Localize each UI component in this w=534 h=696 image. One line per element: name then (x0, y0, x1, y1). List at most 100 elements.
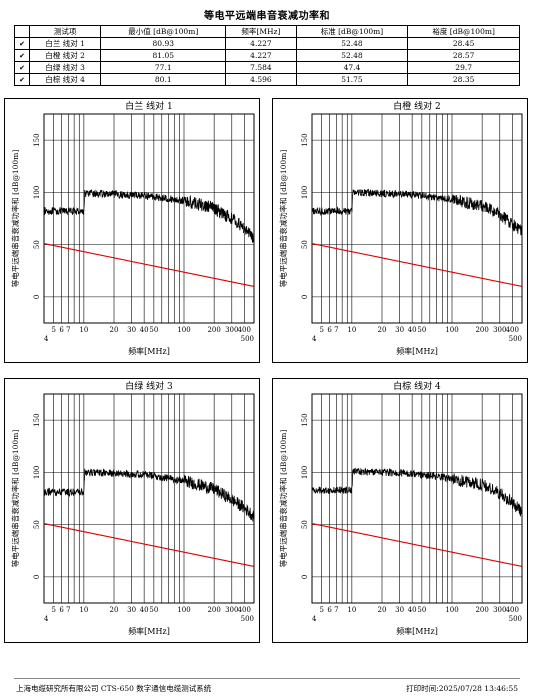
x-tick-label: 40 (140, 606, 149, 614)
pair-name: 白橙 线对 2 (28, 49, 102, 62)
pass-check-icon: ✔ (14, 61, 30, 74)
x-tick-label: 100 (445, 326, 458, 334)
min-value: 80.1 (100, 73, 227, 86)
x-tick-label: 500 (241, 335, 254, 343)
x-tick-label: 500 (241, 615, 254, 623)
x-tick-label: 6 (59, 326, 64, 334)
y-axis-label: 等电平远端串音衰减功率和 [dB@100m] (278, 150, 288, 288)
x-tick-label: 100 (177, 606, 190, 614)
y-tick-label: 100 (33, 466, 41, 479)
freq-value: 4.227 (225, 49, 297, 62)
x-tick-label: 500 (509, 615, 522, 623)
table-row: ✔ 白橙 线对 2 81.05 4.227 52.48 28.57 (14, 49, 520, 62)
x-tick-label: 5 (319, 326, 323, 334)
column-header: 标准 [dB@100m] (295, 25, 409, 38)
x-tick-label: 6 (59, 606, 64, 614)
x-tick-label: 30 (395, 326, 404, 334)
x-tick-label: 300 (225, 606, 238, 614)
plot-area (43, 113, 255, 324)
x-tick-label: 20 (378, 326, 387, 334)
y-tick-label: 0 (301, 295, 309, 299)
chart-panel-3: 白绿 线对 3 0 50 100 150 等电平远端串音衰减功率和 [dB@100m] 5 6… (4, 378, 260, 643)
chart-frame (272, 98, 528, 363)
page-title: 等电平远端串音衰减功率和 (204, 11, 330, 22)
y-tick-label: 150 (301, 413, 309, 426)
x-axis-label: 频率[MHz] (396, 346, 438, 356)
y-tick-label: 100 (33, 186, 41, 199)
x-tick-label: 4 (312, 335, 317, 343)
x-tick-label: 7 (66, 606, 70, 614)
x-tick-label: 5 (51, 326, 55, 334)
x-tick-label: 7 (66, 326, 70, 334)
pass-check-icon: ✔ (14, 37, 30, 50)
x-tick-label: 30 (127, 606, 136, 614)
chart-title: 白棕 线对 4 (393, 380, 441, 392)
y-tick-label: 100 (301, 466, 309, 479)
x-tick-label: 30 (395, 606, 404, 614)
column-header: 测试项 (28, 25, 102, 38)
margin-value: 28.35 (407, 73, 520, 86)
x-tick-label: 4 (312, 615, 317, 623)
x-tick-label: 40 (408, 606, 417, 614)
chart-title: 白兰 线对 1 (125, 100, 172, 112)
margin-value: 29.7 (407, 61, 520, 74)
chart-title: 白绿 线对 3 (125, 380, 173, 392)
table-row: ✔ 白兰 线对 1 80.93 4.227 52.48 28.45 (14, 37, 520, 50)
pass-check-icon: ✔ (14, 49, 30, 62)
x-tick-label: 30 (127, 326, 136, 334)
x-tick-label: 400 (238, 606, 251, 614)
x-tick-label: 400 (238, 326, 251, 334)
x-tick-label: 50 (149, 326, 158, 334)
x-tick-label: 50 (149, 606, 158, 614)
std-value: 51.75 (295, 73, 409, 86)
measurement-trace (44, 468, 254, 522)
chart-2: 白橙 线对 2 0 50 100 150 等电平远端串音衰减功率和 [dB@100m] 5 6… (272, 98, 528, 363)
x-tick-label: 300 (225, 326, 238, 334)
footer-divider (14, 678, 520, 679)
x-tick-label: 5 (319, 606, 323, 614)
x-tick-label: 10 (79, 326, 88, 334)
y-tick-label: 50 (33, 240, 41, 249)
plot-area (311, 113, 523, 324)
y-axis-label: 等电平远端串音衰减功率和 [dB@100m] (10, 430, 20, 568)
measurement-trace (312, 188, 522, 236)
chart-frame (272, 378, 528, 643)
x-tick-label: 200 (475, 326, 488, 334)
summary-table: 测试项 最小值 [dB@100m] 频率[MHz] 标准 [dB@100m] 裕… (14, 25, 520, 86)
x-tick-label: 300 (493, 326, 506, 334)
plot-area (311, 393, 523, 604)
x-tick-label: 500 (509, 335, 522, 343)
x-tick-label: 40 (140, 326, 149, 334)
footer-company: 上海电缆研究所有限公司 CTS-650 数字通信电缆测试系统 (16, 684, 212, 693)
limit-line (43, 243, 255, 287)
limit-line (311, 523, 523, 567)
x-tick-label: 100 (445, 606, 458, 614)
plot-area (43, 393, 255, 604)
x-tick-label: 200 (207, 606, 220, 614)
chart-panel-2: 白橙 线对 2 0 50 100 150 等电平远端串音衰减功率和 [dB@100m] 5 6… (272, 98, 528, 363)
y-tick-label: 0 (33, 575, 41, 579)
table-header-row: 测试项 最小值 [dB@100m] 频率[MHz] 标准 [dB@100m] 裕… (14, 25, 520, 38)
x-tick-label: 7 (334, 326, 338, 334)
y-tick-label: 50 (301, 520, 309, 529)
x-tick-label: 6 (327, 606, 332, 614)
margin-value: 28.57 (407, 49, 520, 62)
y-tick-label: 150 (301, 133, 309, 146)
x-tick-label: 200 (207, 326, 220, 334)
y-tick-label: 0 (33, 295, 41, 299)
chart-1: 白兰 线对 1 0 50 100 150 等电平远端串音衰减功率和 [dB@100m] 5 6… (4, 98, 260, 363)
y-tick-label: 150 (33, 413, 41, 426)
x-axis-label: 频率[MHz] (128, 626, 170, 636)
x-axis-label: 频率[MHz] (128, 346, 170, 356)
chart-frame (4, 378, 260, 643)
freq-value: 4.227 (225, 37, 297, 50)
min-value: 81.05 (100, 49, 227, 62)
chart-frame (4, 98, 260, 363)
footer-print-time: 打印时间:2025/07/28 13:46:55 (406, 684, 518, 693)
y-tick-label: 150 (33, 133, 41, 146)
limit-line (43, 523, 255, 567)
column-header: 频率[MHz] (225, 25, 297, 38)
x-tick-label: 4 (44, 615, 49, 623)
y-tick-label: 50 (301, 240, 309, 249)
x-tick-label: 50 (417, 326, 426, 334)
